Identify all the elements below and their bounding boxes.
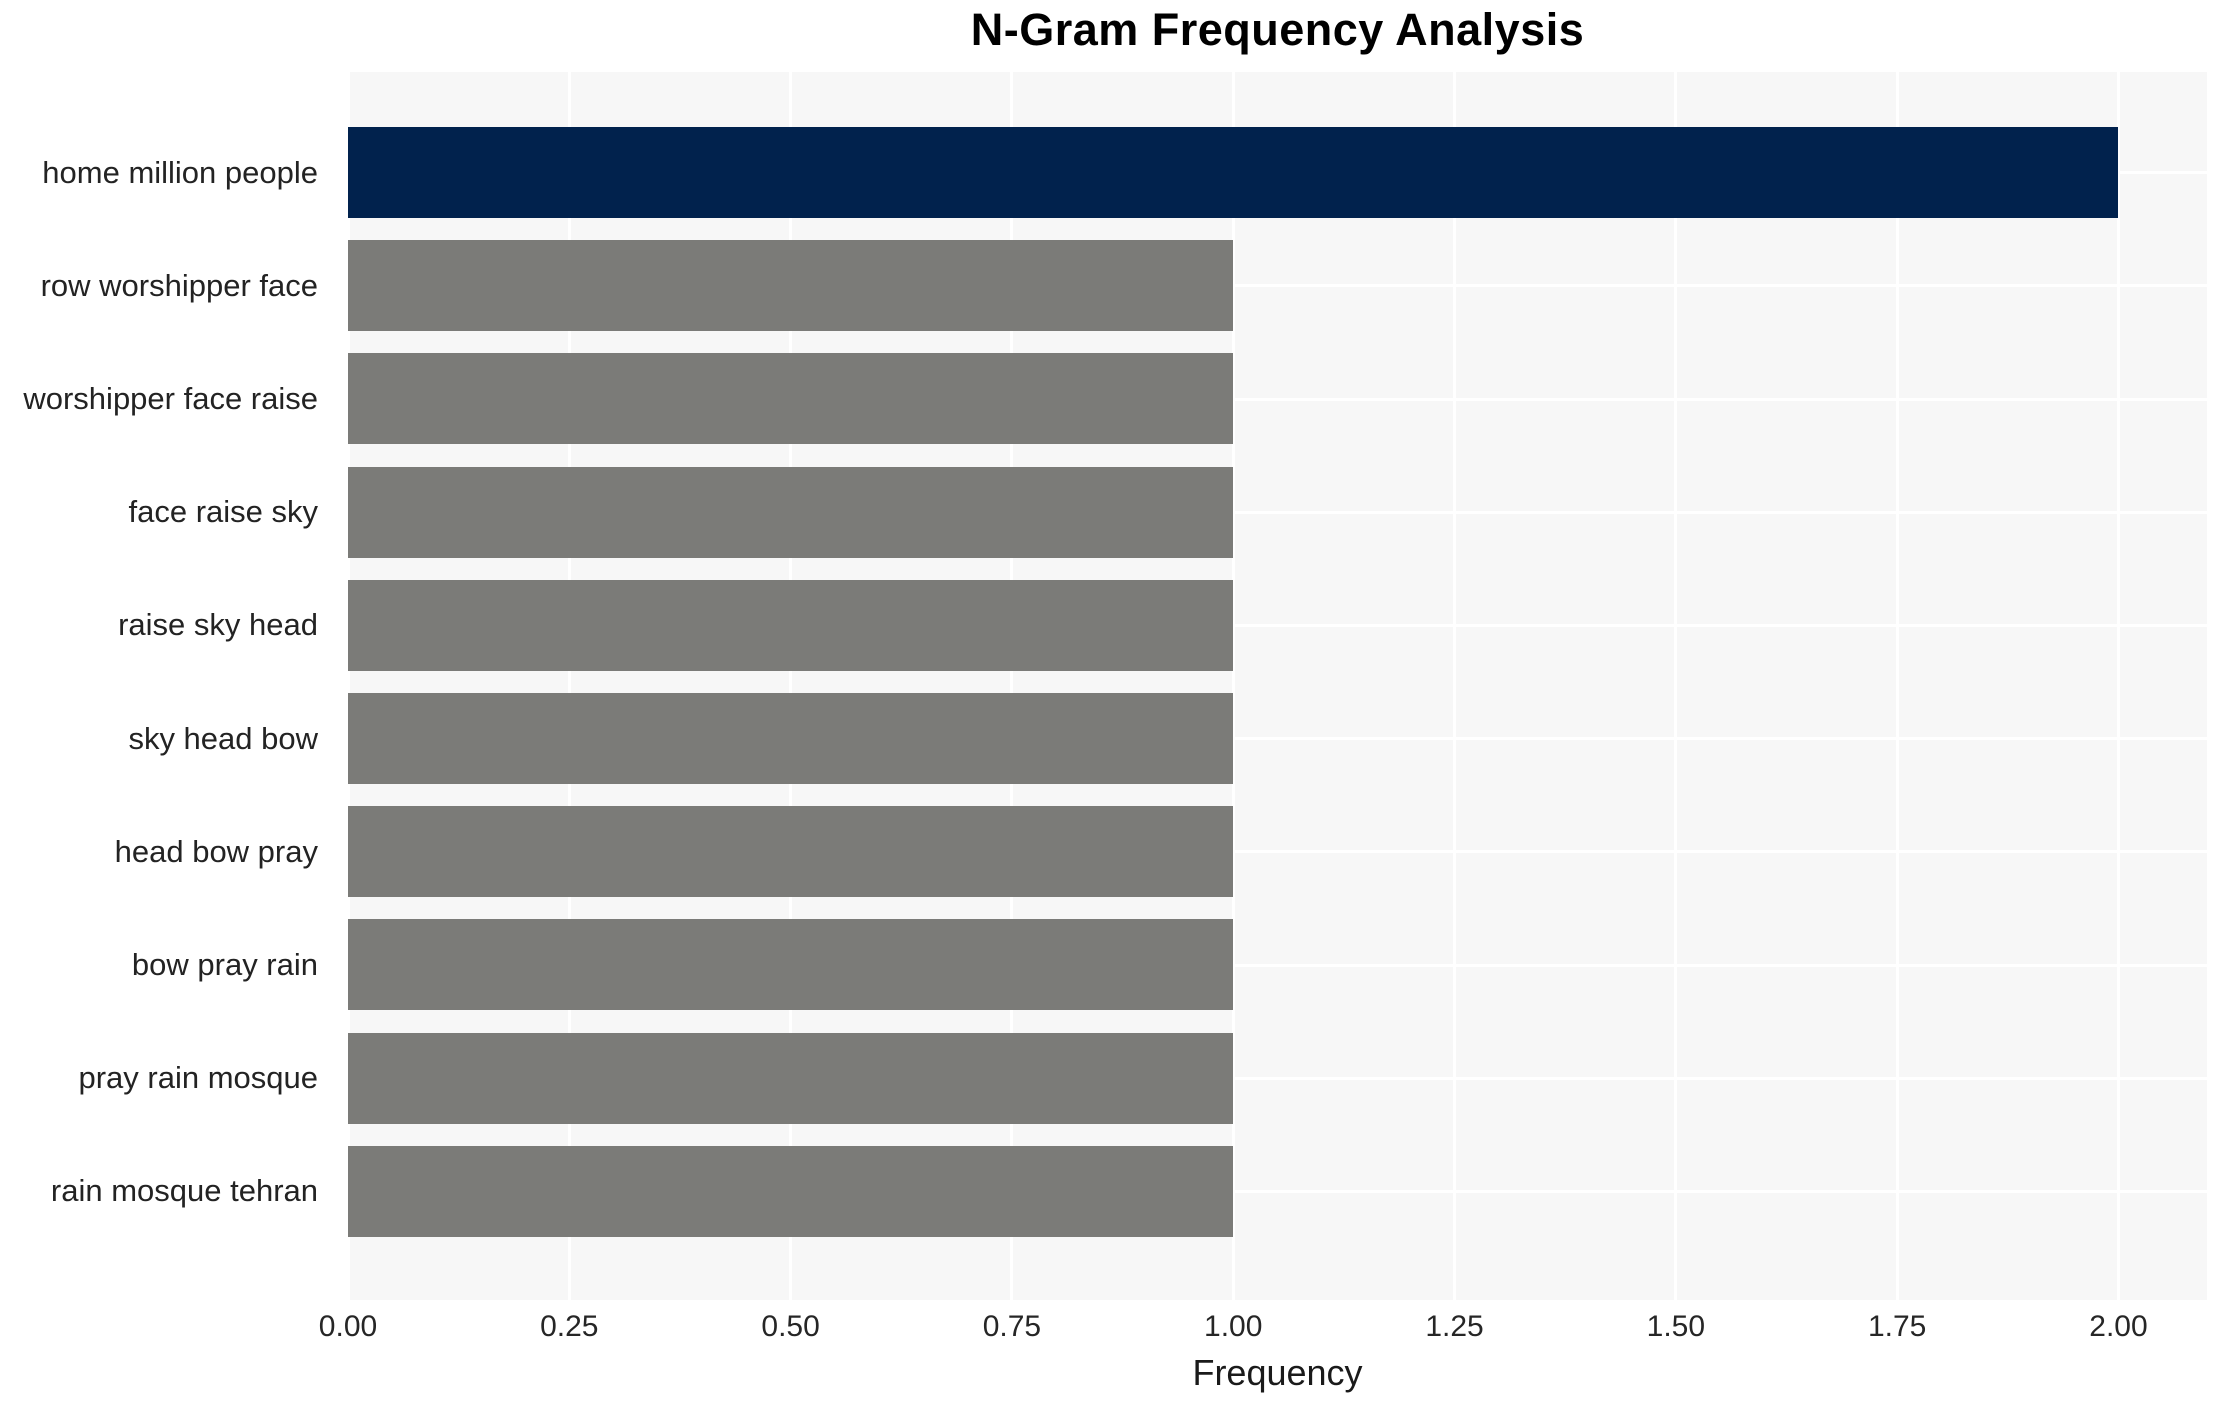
- y-gridline: [348, 1189, 2207, 1193]
- x-gridline: [789, 72, 793, 1300]
- x-gridline: [1231, 72, 1235, 1300]
- x-tick-label: 1.50: [1646, 1310, 1706, 1343]
- x-tick-label: 2.00: [2089, 1310, 2148, 1343]
- x-gridline: [1453, 72, 1457, 1300]
- x-tick-label: 0.25: [540, 1310, 599, 1343]
- y-gridline: [348, 963, 2207, 967]
- y-tick-label: rain mosque tehran: [50, 1173, 318, 1209]
- x-tick-label: 1.75: [1867, 1310, 1927, 1343]
- bar-row: [348, 682, 2207, 795]
- bar-row: [348, 229, 2207, 342]
- bar-row: [348, 908, 2207, 1021]
- bar-row: [348, 116, 2207, 229]
- y-tick-label: pray rain mosque: [78, 1060, 318, 1096]
- y-gridline: [348, 397, 2207, 401]
- x-tick-label: 1.00: [1204, 1310, 1263, 1343]
- bar-raise-sky-head: [348, 579, 1234, 671]
- y-gridline: [348, 284, 2207, 288]
- y-tick-label: head bow pray: [114, 833, 318, 869]
- y-tick-label: home million people: [42, 154, 318, 190]
- bar-bow-pray-rain: [348, 919, 1234, 1011]
- y-gridline: [348, 737, 2207, 741]
- x-gridline: [1674, 72, 1678, 1300]
- y-tick-label: raise sky head: [118, 607, 318, 643]
- bar-pray-rain-mosque: [348, 1032, 1234, 1124]
- y-tick-label: row worshipper face: [40, 267, 318, 303]
- y-gridline: [348, 510, 2207, 514]
- bar-rain-mosque-tehran: [348, 1145, 1234, 1237]
- x-gridline: [1010, 72, 1014, 1300]
- bar-row: [348, 569, 2207, 682]
- y-gridline: [348, 623, 2207, 627]
- bar-face-raise-sky: [348, 466, 1234, 558]
- bar-row: [348, 342, 2207, 455]
- y-gridline: [348, 850, 2207, 854]
- bar-row: [348, 1022, 2207, 1135]
- x-tick-label: 1.25: [1425, 1310, 1484, 1343]
- y-tick-label: bow pray rain: [131, 946, 318, 982]
- bar-row: [348, 1135, 2207, 1248]
- bar-row: [348, 795, 2207, 908]
- y-tick-label: face raise sky: [128, 494, 318, 530]
- x-gridline: [346, 72, 350, 1300]
- bar-row-worshipper-face: [348, 240, 1234, 332]
- y-tick-label: worshipper face raise: [23, 380, 318, 416]
- x-tick-label: 0.00: [318, 1310, 378, 1343]
- bar-home-million-people: [348, 127, 2119, 219]
- x-gridline: [2116, 72, 2120, 1300]
- bar-worshipper-face-raise: [348, 353, 1234, 445]
- x-tick-label: 0.75: [982, 1310, 1042, 1343]
- bar-sky-head-bow: [348, 693, 1234, 785]
- bar-head-bow-pray: [348, 806, 1234, 898]
- x-gridline: [567, 72, 571, 1300]
- chart-title: N-Gram Frequency Analysis: [970, 4, 1585, 55]
- bar-row: [348, 456, 2207, 569]
- y-gridline: [348, 1076, 2207, 1080]
- x-axis-label: Frequency: [1192, 1352, 1363, 1393]
- plot-area: [346, 72, 2207, 1300]
- x-tick-label: 0.50: [761, 1310, 820, 1343]
- y-tick-label: sky head bow: [128, 720, 318, 756]
- x-gridline: [1895, 72, 1899, 1300]
